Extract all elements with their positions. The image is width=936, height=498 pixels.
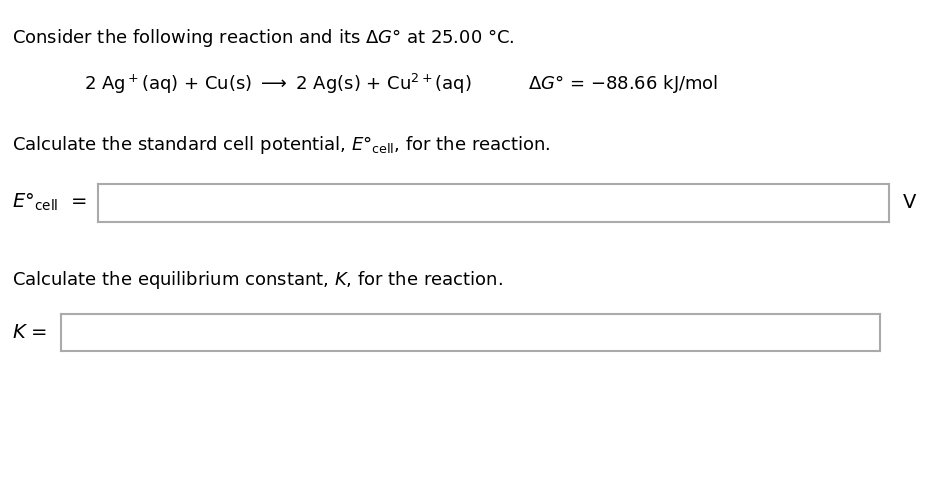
Text: $E°_\mathrm{cell}$  =: $E°_\mathrm{cell}$ = bbox=[12, 192, 87, 213]
Text: V: V bbox=[903, 193, 916, 212]
Text: 2 Ag$^+$(aq) + Cu(s) $\longrightarrow$ 2 Ag(s) + Cu$^{2+}$(aq)          $\Delta : 2 Ag$^+$(aq) + Cu(s) $\longrightarrow$ 2… bbox=[84, 72, 719, 96]
Text: Calculate the standard cell potential, $E°_\mathrm{cell}$, for the reaction.: Calculate the standard cell potential, $… bbox=[12, 134, 551, 156]
Text: Calculate the equilibrium constant, $K$, for the reaction.: Calculate the equilibrium constant, $K$,… bbox=[12, 269, 503, 291]
Text: Consider the following reaction and its $\Delta G°$ at 25.00 °C.: Consider the following reaction and its … bbox=[12, 27, 515, 49]
Text: $K$ =: $K$ = bbox=[12, 323, 48, 342]
